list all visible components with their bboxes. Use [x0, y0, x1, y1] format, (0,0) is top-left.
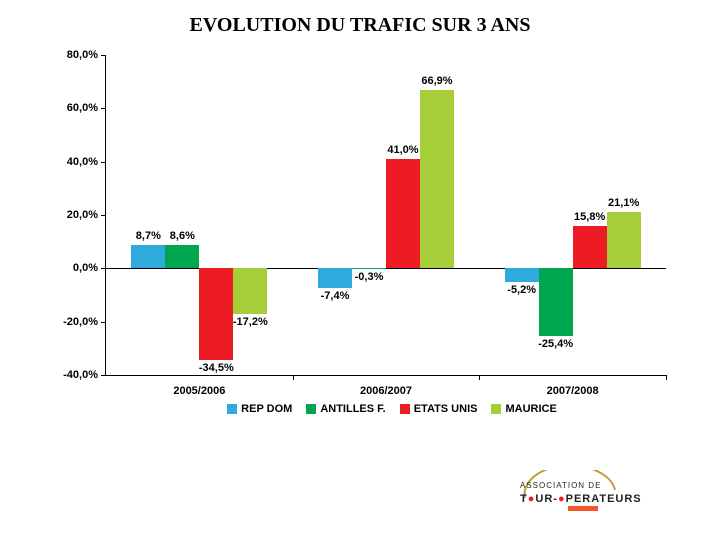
y-tick-label: 40,0% [67, 156, 98, 168]
value-label: -34,5% [192, 362, 240, 374]
bar [233, 268, 267, 314]
legend: REP DOM ANTILLES F. ETATS UNIS MAURICE [105, 403, 665, 415]
bar [539, 268, 573, 336]
value-label: -0,3% [345, 271, 393, 283]
y-tick-label: 0,0% [73, 262, 98, 274]
bar [420, 90, 454, 268]
bar [386, 159, 420, 268]
bar [199, 268, 233, 360]
plot-area: -40,0%-20,0%0,0%20,0%40,0%60,0%80,0%2005… [105, 55, 666, 376]
logo: ASSOCIATION DE T●UR-●PERATEURS [520, 470, 660, 520]
value-label: 21,1% [600, 197, 648, 209]
legend-swatch [306, 404, 316, 414]
bar [165, 245, 199, 268]
bar [505, 268, 539, 282]
y-tick-label: -40,0% [63, 369, 98, 381]
chart-title: EVOLUTION DU TRAFIC SUR 3 ANS [0, 14, 720, 37]
bar [352, 268, 386, 269]
logo-line2: T●UR-●PERATEURS [520, 493, 642, 505]
legend-swatch [491, 404, 501, 414]
chart: -40,0%-20,0%0,0%20,0%40,0%60,0%80,0%2005… [50, 55, 670, 415]
slide: EVOLUTION DU TRAFIC SUR 3 ANS -40,0%-20,… [0, 0, 720, 540]
x-tick-label: 2005/2006 [173, 385, 225, 397]
y-tick-label: -20,0% [63, 316, 98, 328]
value-label: -17,2% [226, 316, 274, 328]
value-label: 66,9% [413, 75, 461, 87]
logo-line1: ASSOCIATION DE [520, 481, 601, 490]
bar [131, 245, 165, 268]
legend-label: REP DOM [241, 403, 292, 415]
value-label: 8,6% [158, 230, 206, 242]
value-label: -7,4% [311, 290, 359, 302]
bar [573, 226, 607, 268]
legend-label: MAURICE [505, 403, 556, 415]
legend-swatch [400, 404, 410, 414]
bar [607, 212, 641, 268]
y-tick-label: 80,0% [67, 49, 98, 61]
logo-bar-icon [568, 506, 598, 511]
x-tick-label: 2006/2007 [360, 385, 412, 397]
y-tick-label: 60,0% [67, 102, 98, 114]
x-tick-label: 2007/2008 [547, 385, 599, 397]
legend-swatch [227, 404, 237, 414]
legend-label: ANTILLES F. [320, 403, 385, 415]
y-tick-label: 20,0% [67, 209, 98, 221]
legend-label: ETATS UNIS [414, 403, 478, 415]
value-label: -25,4% [532, 338, 580, 350]
